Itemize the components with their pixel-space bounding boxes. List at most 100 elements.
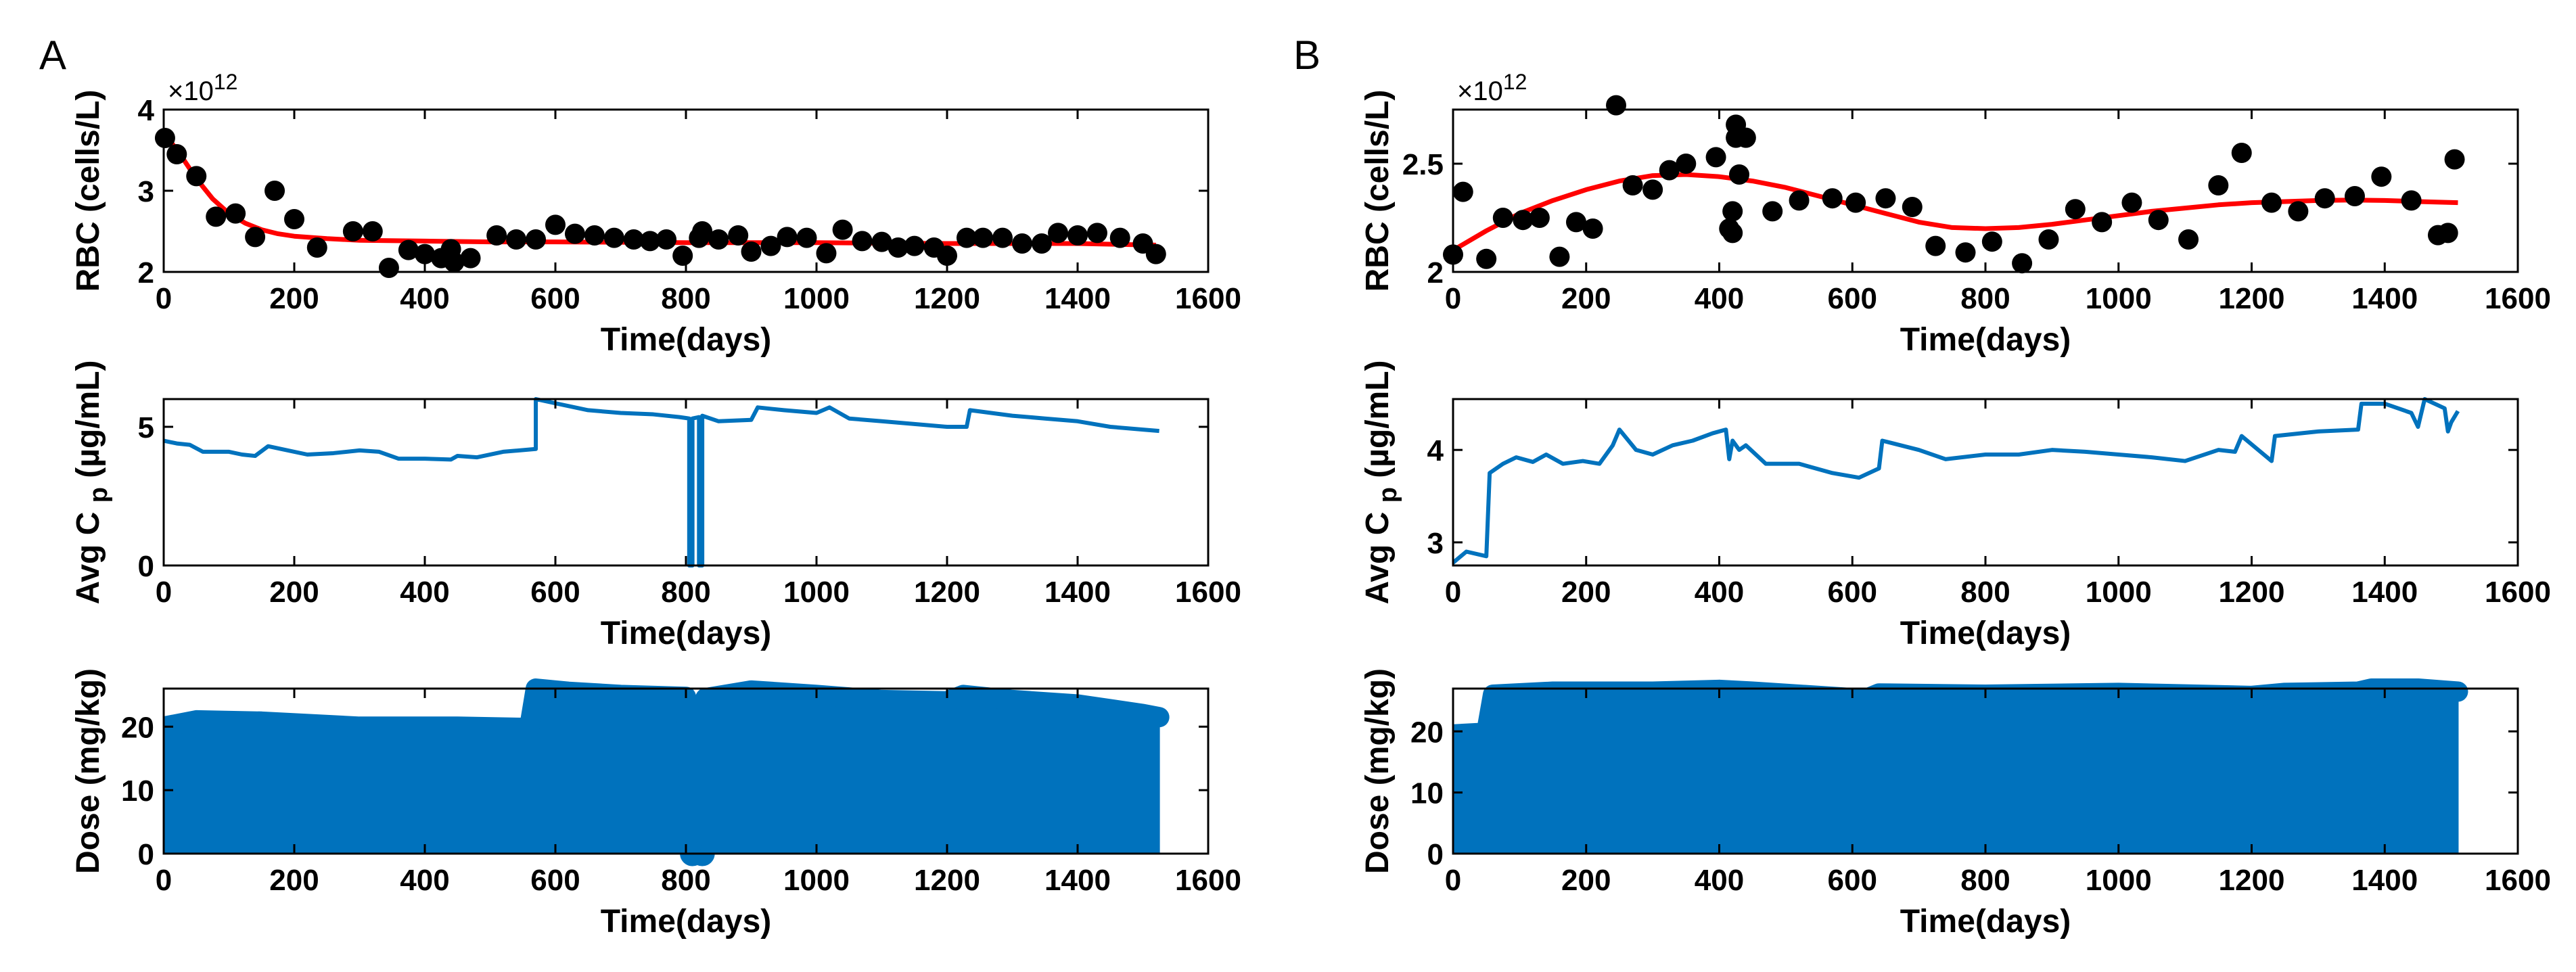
axis-exponent: ×1012 [168, 70, 237, 106]
data-point [2437, 223, 2458, 244]
y-axis-label-subscript: p [1374, 487, 1402, 503]
dose-markers-edge [1453, 678, 2468, 745]
cp-line [164, 397, 1159, 568]
data-point [206, 206, 227, 227]
data-point [1902, 197, 1923, 217]
y-tick-label: 0 [1427, 838, 1444, 871]
data-point [1642, 179, 1663, 200]
y-axis-label: Dose (mg/kg) [70, 668, 106, 874]
data-point [1676, 154, 1697, 174]
y-axis-label-main: Avg C [70, 503, 106, 604]
data-point [1031, 233, 1052, 254]
data-point [937, 246, 957, 266]
data-point [506, 229, 527, 250]
x-tick-label: 200 [1561, 864, 1611, 897]
y-tick-label: 0 [138, 838, 154, 871]
x-tick-label: 1200 [2219, 576, 2285, 609]
x-tick-label: 1000 [783, 864, 850, 897]
y-axis-label: Avg C p (µg/mL) [1360, 360, 1402, 604]
y-axis-label-subscript: p [85, 487, 113, 503]
panel-label-b: B [1293, 32, 1320, 78]
axis-exponent-base: ×10 [1457, 76, 1503, 106]
data-point [166, 144, 187, 164]
data-point [225, 203, 246, 224]
plot-area [164, 131, 1156, 248]
x-tick-label: 0 [1445, 576, 1461, 609]
x-tick-label: 800 [1960, 576, 2010, 609]
data-point [2371, 166, 2392, 187]
data-point [2314, 188, 2335, 209]
x-tick-label: 400 [400, 282, 449, 315]
data-point [545, 214, 566, 235]
x-tick-label: 600 [530, 282, 580, 315]
data-point [2012, 253, 2033, 274]
x-tick-label: 0 [1445, 282, 1461, 315]
data-point [1845, 192, 1866, 213]
data-point [796, 227, 817, 248]
data-point [2178, 229, 2199, 250]
data-point [904, 235, 925, 256]
data-point [2065, 199, 2086, 220]
data-point [1513, 210, 1534, 231]
data-point [2401, 190, 2422, 211]
x-tick-label: 200 [269, 864, 319, 897]
x-tick-label: 1200 [914, 282, 980, 315]
x-tick-label: 1000 [2086, 576, 2152, 609]
data-point [378, 258, 399, 278]
data-point [186, 166, 207, 187]
y-tick-label: 3 [138, 175, 154, 208]
data-point [728, 225, 749, 246]
chart-B-dose: 0 200 400 600 800 1000 1200 1400 1600 0 10 20 Time(d… [1360, 668, 2551, 940]
data-point [2344, 186, 2365, 206]
data-point [362, 221, 383, 241]
data-point [444, 252, 465, 273]
axis-exponent-power: 12 [1503, 70, 1527, 94]
x-tick-label: 1600 [2485, 576, 2551, 609]
data-point [1476, 248, 1497, 269]
x-tick-label: 400 [400, 576, 449, 609]
x-tick-label: 0 [156, 576, 172, 609]
x-tick-label: 600 [1828, 282, 1877, 315]
y-axis-label: RBC (cells/L) [1360, 90, 1396, 292]
x-tick-label: 1600 [1175, 282, 1241, 315]
data-point [992, 227, 1013, 248]
x-tick-label: 1200 [914, 576, 980, 609]
data-point [956, 227, 977, 248]
data-point [2208, 175, 2229, 195]
data-point [741, 241, 762, 262]
data-point [708, 229, 729, 250]
y-tick-label: 2.5 [1402, 148, 1444, 181]
data-point [526, 229, 547, 250]
x-tick-label: 400 [1695, 282, 1744, 315]
data-point [672, 246, 693, 266]
data-point [1582, 218, 1603, 239]
data-point [154, 128, 175, 148]
x-tick-label: 200 [269, 576, 319, 609]
data-point [1145, 244, 1166, 264]
x-tick-label: 400 [1695, 864, 1744, 897]
data-point [1925, 235, 1946, 256]
model-fit-line [164, 131, 1156, 248]
data-point [415, 244, 435, 264]
x-tick-label: 600 [530, 576, 580, 609]
x-tick-label: 800 [1960, 864, 2010, 897]
y-axis-label: RBC (cells/L) [70, 90, 106, 292]
y-tick-label: 20 [121, 711, 154, 744]
y-axis-label: Dose (mg/kg) [1360, 668, 1396, 874]
data-point [1086, 223, 1107, 244]
plot-area [164, 678, 1170, 864]
chart-A-dose: 0 200 400 600 800 1000 1200 1400 1600 0 10 20 Time(d… [70, 668, 1241, 940]
data-point [1722, 201, 1743, 222]
axis-exponent-base: ×10 [168, 76, 214, 106]
chart-A-cp: 0 200 400 600 800 1000 1200 1400 1600 0 5 Time(days… [70, 360, 1241, 651]
data-point [2121, 192, 2142, 213]
x-tick-label: 0 [156, 282, 172, 315]
x-tick-label: 1400 [1044, 576, 1111, 609]
x-tick-label: 0 [1445, 864, 1461, 897]
data-point [486, 225, 507, 246]
y-tick-label: 3 [1427, 527, 1444, 560]
y-tick-label: 2 [1427, 256, 1444, 290]
x-tick-label: 400 [1695, 576, 1744, 609]
x-tick-label: 600 [1828, 864, 1877, 897]
data-point [1549, 246, 1570, 267]
